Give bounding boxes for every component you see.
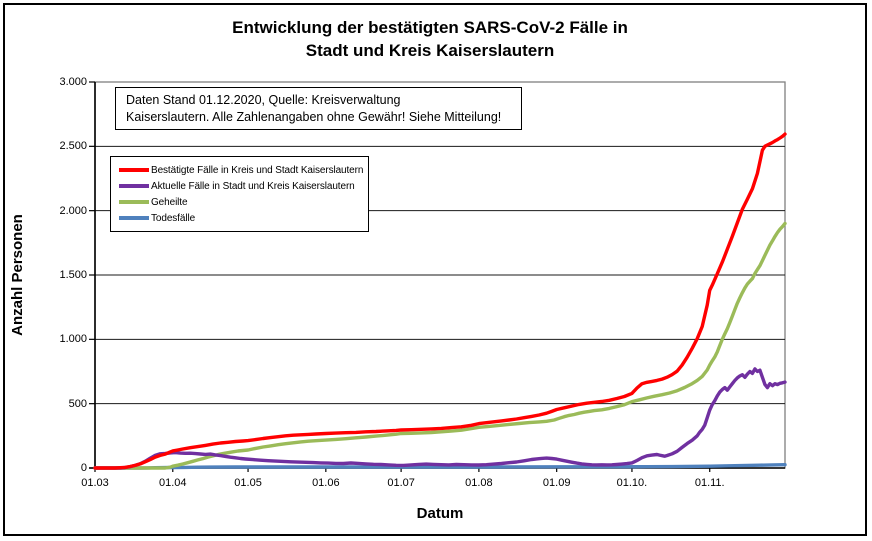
legend-item-aktuelle: Aktuelle Fälle in Stadt und Kreis Kaiser… <box>119 179 366 193</box>
x-tick-label-01.08: 01.08 <box>465 477 493 489</box>
x-tick-label-01.04: 01.04 <box>159 477 187 489</box>
y-tick-label-2.500: 2.500 <box>59 140 87 153</box>
legend-swatch-green-line <box>119 200 149 204</box>
y-tick-label-0: 0 <box>80 462 87 474</box>
series-line-aktuelle-f-lle-in-stadt-und-kreis-kaiserslautern <box>93 367 787 470</box>
legend-label-geheilte: Geheilte <box>151 196 188 208</box>
legend-swatch-blue-line <box>119 216 149 220</box>
chart-title: Entwicklung der bestätigten SARS-CoV-2 F… <box>0 16 860 62</box>
legend-item-bestaetigte: Bestätigte Fälle in Kreis und Stadt Kais… <box>119 163 366 177</box>
legend-label-aktuelle: Aktuelle Fälle in Stadt und Kreis Kaiser… <box>151 180 355 192</box>
y-tick-label-1.000: 1.000 <box>59 333 87 346</box>
legend-swatch-purple-line <box>119 184 149 188</box>
data-source-note-line2: Kaiserslautern. Alle Zahlenangaben ohne … <box>126 110 502 124</box>
x-tick-label-01.11.: 01.11. <box>694 477 725 489</box>
legend: Bestätigte Fälle in Kreis und Stadt Kais… <box>110 156 369 232</box>
x-tick-label-01.07: 01.07 <box>387 477 415 489</box>
legend-item-geheilte: Geheilte <box>119 195 366 209</box>
legend-swatch-red-line <box>119 168 149 172</box>
chart-title-line2: Stadt und Kreis Kaiserslautern <box>305 41 555 60</box>
legend-label-todesfaelle: Todesfälle <box>151 212 196 224</box>
chart-title-line1: Entwicklung der bestätigten SARS-CoV-2 F… <box>232 18 628 37</box>
y-tick-label-1.500: 1.500 <box>59 269 87 281</box>
series-line-geheilte <box>93 221 787 470</box>
y-tick-label-500: 500 <box>68 397 87 410</box>
x-tick-label-01.09: 01.09 <box>542 477 571 489</box>
x-tick-label-01.06: 01.06 <box>312 477 340 489</box>
legend-item-todesfaelle: Todesfälle <box>119 211 366 225</box>
series-line-best-tigte-f-lle-in-kreis-und-stadt-kaiserslautern <box>93 132 787 470</box>
y-tick-label-2.000: 2.000 <box>59 204 87 217</box>
x-axis-title: Datum <box>416 505 464 522</box>
y-tick-label-3.000: 3.000 <box>59 76 87 88</box>
x-tick-label-01.03: 01.03 <box>81 477 109 489</box>
x-tick-label-01.05: 01.05 <box>234 477 262 489</box>
legend-label-bestaetigte: Bestätigte Fälle in Kreis und Stadt Kais… <box>151 164 364 176</box>
x-tick-label-01.10.: 01.10. <box>616 477 648 489</box>
data-source-note-line1: Daten Stand 01.12.2020, Quelle: Kreisver… <box>126 93 401 107</box>
data-source-note: Daten Stand 01.12.2020, Quelle: Kreisver… <box>115 87 522 130</box>
